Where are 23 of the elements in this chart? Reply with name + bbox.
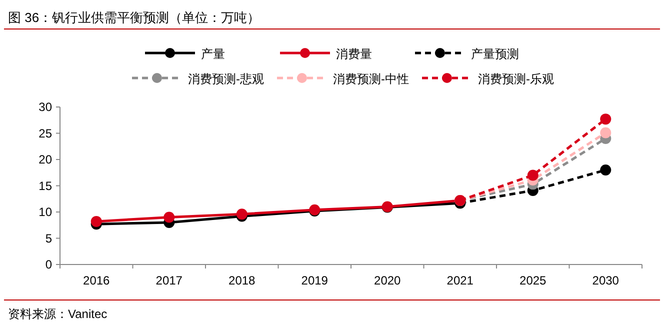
legend-label: 消费量 — [336, 47, 372, 61]
legend-label: 产量 — [201, 47, 225, 61]
chart-title: 图 36：钒行业供需平衡预测（单位：万吨） — [8, 10, 260, 25]
legend-label: 消费预测-中性 — [333, 72, 409, 86]
y-tick-label: 25 — [38, 126, 52, 140]
x-tick-label: 2017 — [156, 274, 183, 288]
y-tick-label: 30 — [38, 100, 52, 114]
y-tick-label: 5 — [45, 231, 52, 246]
y-tick-label: 0 — [45, 258, 52, 272]
x-tick-label: 2018 — [228, 274, 256, 288]
x-tick-label: 2020 — [374, 274, 402, 288]
y-tick-label: 15 — [38, 178, 52, 193]
legend-label: 消费预测-悲观 — [188, 72, 264, 86]
text: 资料来源：Vanitec — [8, 307, 108, 321]
legend-label: 产量预测 — [471, 47, 519, 61]
y-tick-label: 20 — [38, 152, 52, 166]
x-tick-label: 2030 — [592, 274, 620, 288]
y-tick-label: 10 — [38, 205, 52, 219]
x-tick-label: 2025 — [520, 274, 547, 288]
x-tick-label: 2021 — [446, 274, 474, 288]
x-tick-label: 2016 — [83, 274, 110, 288]
x-tick-label: 2019 — [301, 274, 328, 288]
legend-label: 消费预测-乐观 — [478, 72, 554, 86]
